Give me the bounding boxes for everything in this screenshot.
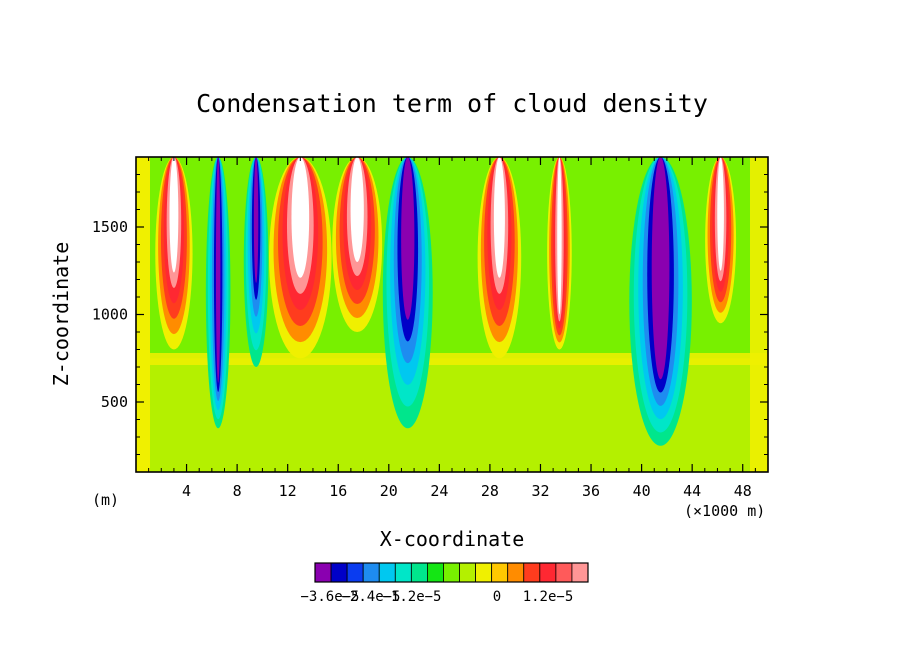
x-axis-label: X-coordinate — [380, 527, 525, 551]
colorbar-swatch — [314, 562, 332, 583]
x-tick-label: 28 — [481, 482, 499, 500]
feature-0-level-5 — [169, 157, 179, 273]
y-tick-label: 500 — [101, 393, 128, 411]
chart-title: Condensation term of cloud density — [196, 89, 708, 118]
colorbar-label: 0 — [493, 589, 501, 605]
x-tick-label: 32 — [531, 482, 549, 500]
colorbar-swatch — [555, 562, 573, 583]
feature-6-level-5 — [493, 157, 505, 278]
colorbar-label: 1.2e−5 — [523, 589, 574, 605]
feature-8-level-5 — [651, 157, 670, 380]
x-tick-label: 16 — [329, 482, 347, 500]
colorbar-swatch — [475, 562, 493, 583]
x-tick-label: 36 — [582, 482, 600, 500]
colorbar-label: −2.4e−5 — [341, 589, 400, 605]
colorbar-swatch — [346, 562, 364, 583]
colorbar-swatch — [378, 562, 396, 583]
feature-2-level-5 — [253, 157, 259, 283]
colorbar-label: −3.6e−5 — [300, 589, 359, 605]
colorbar-swatch — [410, 562, 428, 583]
feature-9-level-5 — [717, 157, 724, 271]
colorbar-swatch — [507, 562, 525, 583]
heatmap-field — [136, 157, 768, 472]
colorbar-swatch — [443, 562, 460, 583]
x-tick-label: 12 — [279, 482, 297, 500]
colorbar-frame — [314, 562, 589, 583]
feature-5-level-5 — [401, 157, 415, 320]
colorbar-swatch — [523, 562, 541, 583]
feature-4-level-5 — [350, 157, 364, 262]
x-tick-label: 44 — [683, 482, 701, 500]
colorbar-swatch — [539, 562, 557, 583]
x-unit-label: (m) — [92, 491, 119, 509]
colorbar: −3.6e−5−2.4e−5−1.2e−5 0 1.2e−5 — [300, 562, 589, 605]
colorbar-swatch — [330, 562, 348, 583]
y-tick-label: 1000 — [92, 306, 128, 324]
colorbar-swatch — [427, 562, 444, 583]
feature-7-level-5 — [557, 157, 562, 315]
field-right-edge — [750, 157, 768, 472]
x-tick-label: 24 — [430, 482, 448, 500]
x-tick-label: 8 — [233, 482, 242, 500]
x-tick-label: 20 — [380, 482, 398, 500]
x-tick-label: 4 — [182, 482, 191, 500]
x-tick-label: 40 — [633, 482, 651, 500]
feature-3-level-5 — [291, 157, 310, 278]
colorbar-swatch — [362, 562, 380, 583]
x-tick-label: 48 — [734, 482, 752, 500]
y-axis-label: Z-coordinate — [49, 242, 73, 387]
colorbar-swatch — [571, 562, 589, 583]
colorbar-swatch — [491, 562, 509, 583]
feature-1-level-5 — [215, 157, 221, 383]
colorbar-label: −1.2e−5 — [382, 589, 441, 605]
colorbar-swatch — [394, 562, 412, 583]
y-tick-label: 1500 — [92, 218, 128, 236]
x-scale-note: (×1000 m) — [684, 502, 765, 520]
colorbar-swatch — [459, 562, 476, 583]
